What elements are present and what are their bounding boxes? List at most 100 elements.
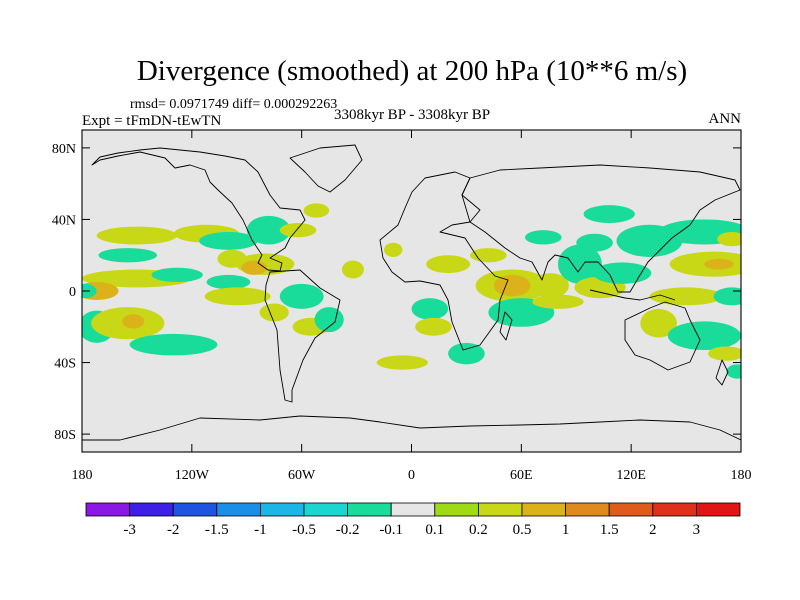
anomaly-region-25 xyxy=(384,242,403,258)
anomaly-region-9 xyxy=(151,267,203,283)
x-tick-label-5: 120E xyxy=(616,468,646,483)
y-tick-label-1: 40N xyxy=(52,213,76,228)
y-tick-label-0: 80N xyxy=(52,142,76,157)
colorbar-swatch-9 xyxy=(477,502,523,517)
anomaly-region-13 xyxy=(246,215,291,245)
colorbar-swatch-2 xyxy=(172,502,218,517)
colorbar-swatch-13 xyxy=(652,502,697,517)
axis-ticks: 180 120W 60W 0 60E 120E 180 80N 40N 0 40S 80S xyxy=(52,130,752,483)
coast-north-america xyxy=(91,147,306,272)
anomaly-region-24 xyxy=(341,260,364,279)
y-tick-label-4: 80S xyxy=(54,428,76,443)
anomaly-region-37 xyxy=(524,230,562,245)
colorbar-swatch-8 xyxy=(434,502,479,517)
colorbar-label-3: -1 xyxy=(254,522,267,538)
anomaly-region-11 xyxy=(199,231,258,250)
colorbar-swatch-3 xyxy=(216,502,261,517)
colorbar-swatch-7 xyxy=(390,502,436,517)
coast-indonesia xyxy=(589,289,676,301)
coast-europe-africa xyxy=(379,171,509,351)
x-tick-label-6: 180 xyxy=(731,468,752,483)
anomaly-region-28 xyxy=(415,317,452,336)
x-tick-label-1: 120W xyxy=(175,468,210,483)
chart-title: Divergence (smoothed) at 200 hPa (10**6 … xyxy=(137,55,687,87)
colorbar-swatch-12 xyxy=(608,502,654,517)
anomaly-region-31 xyxy=(470,248,507,263)
anomaly-region-49 xyxy=(713,287,741,306)
anomaly-layer xyxy=(82,203,741,379)
anomaly-region-16 xyxy=(279,223,317,238)
map-background xyxy=(82,130,741,452)
colorbar-swatch-10 xyxy=(521,502,566,517)
anomaly-region-51 xyxy=(667,321,741,351)
anomaly-region-52 xyxy=(708,346,741,361)
period-label: 3308kyr BP - 3308kyr BP xyxy=(334,107,490,123)
colorbar-label-0: -3 xyxy=(123,522,136,538)
stats-label: rmsd= 0.0971749 diff= 0.000292263 xyxy=(130,97,337,112)
colorbar-swatch-11 xyxy=(565,502,610,517)
anomaly-region-46 xyxy=(704,258,734,270)
colorbar-swatch-5 xyxy=(303,502,348,517)
colorbar-label-9: 0.5 xyxy=(513,522,532,538)
colorbar-label-6: -0.1 xyxy=(379,522,403,538)
anomaly-region-33 xyxy=(493,274,531,297)
anomaly-region-7 xyxy=(122,314,145,329)
coast-new-zealand xyxy=(715,359,729,386)
anomaly-region-21 xyxy=(259,303,289,322)
colorbar-label-10: 1 xyxy=(562,522,570,538)
colorbar-label-13: 3 xyxy=(693,522,701,538)
anomaly-region-19 xyxy=(204,287,271,306)
anomaly-region-8 xyxy=(129,333,218,356)
anomaly-region-30 xyxy=(448,342,485,365)
anomaly-region-3 xyxy=(82,282,119,300)
colorbar-label-4: -0.5 xyxy=(292,522,316,538)
colorbar: -3 -2 -1.5 -1 -0.5 -0.2 -0.1 0.1 0.2 0.5 1 1.5 2 3 xyxy=(85,502,741,538)
y-tick-label-3: 40S xyxy=(54,357,76,372)
anomaly-region-26 xyxy=(426,255,471,274)
coast-asia xyxy=(461,164,741,293)
anomaly-region-20 xyxy=(279,283,324,309)
anomaly-region-48 xyxy=(649,287,723,306)
anomaly-region-17 xyxy=(303,203,330,218)
colorbar-label-7: 0.1 xyxy=(425,522,444,538)
season-label: ANN xyxy=(709,111,742,127)
anomaly-region-53 xyxy=(726,364,741,379)
colorbar-swatch-6 xyxy=(347,502,392,517)
anomaly-region-36 xyxy=(532,294,584,309)
coast-australia xyxy=(624,301,701,371)
anomaly-region-0 xyxy=(96,226,178,245)
coast-madagascar xyxy=(499,311,513,341)
x-tick-label-3: 0 xyxy=(408,468,415,483)
coast-greenland xyxy=(289,144,363,193)
anomaly-region-23 xyxy=(314,307,344,333)
colorbar-swatch-4 xyxy=(259,502,305,517)
colorbar-swatch-0 xyxy=(85,502,130,517)
anomaly-region-47 xyxy=(717,231,741,247)
experiment-label: Expt = tFmDN-tEwTN xyxy=(82,113,221,129)
coast-south-america xyxy=(264,269,341,403)
anomaly-region-27 xyxy=(411,298,449,320)
anomaly-region-15 xyxy=(241,260,267,275)
anomaly-region-1 xyxy=(98,248,158,263)
colorbar-label-12: 2 xyxy=(649,522,657,538)
colorbar-label-1: -2 xyxy=(167,522,180,538)
colorbar-label-5: -0.2 xyxy=(336,522,360,538)
colorbar-swatch-14 xyxy=(696,502,741,517)
anomaly-region-42 xyxy=(592,262,652,284)
anomaly-region-50 xyxy=(640,308,677,338)
coastline-layer xyxy=(82,144,741,441)
x-tick-label-4: 60E xyxy=(510,468,533,483)
colorbar-swatch-1 xyxy=(129,502,174,517)
colorbar-label-11: 1.5 xyxy=(600,522,619,538)
x-tick-label-2: 60W xyxy=(288,468,316,483)
anomaly-region-39 xyxy=(583,205,635,224)
colorbar-label-2: -1.5 xyxy=(205,522,229,538)
anomaly-region-18 xyxy=(206,274,251,290)
x-tick-label-0: 180 xyxy=(72,468,93,483)
anomaly-region-29 xyxy=(376,355,428,370)
map-panel: 180 120W 60W 0 60E 120E 180 80N 40N 0 40S 80S xyxy=(52,129,752,483)
y-tick-label-2: 0 xyxy=(69,285,76,300)
colorbar-label-8: 0.2 xyxy=(469,522,488,538)
coast-antarctica xyxy=(82,415,741,441)
